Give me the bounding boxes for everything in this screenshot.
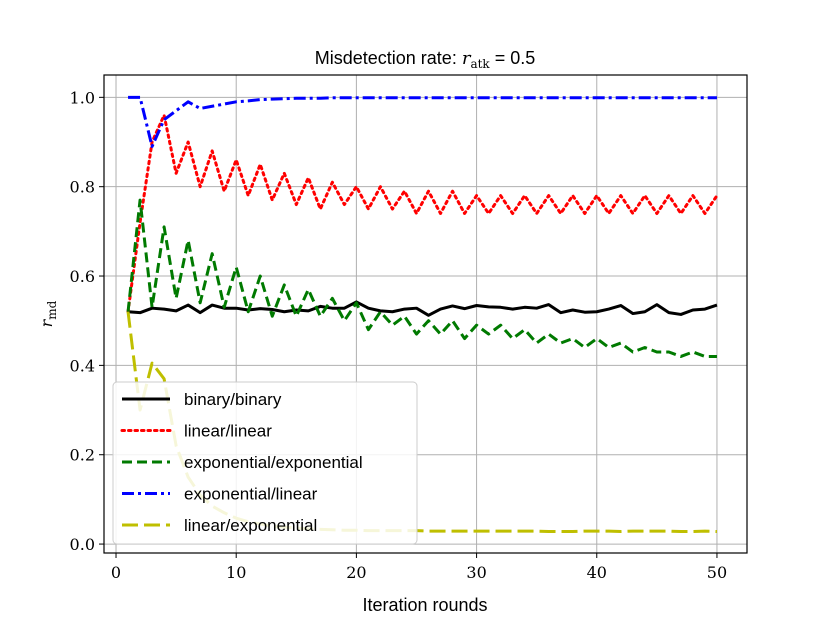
x-tick-label: 50 bbox=[707, 563, 727, 582]
y-tick-label: 1.0 bbox=[70, 88, 95, 107]
plot-frame bbox=[103, 74, 748, 554]
legend-label: linear/exponential bbox=[184, 516, 317, 535]
x-axis-label: Iteration rounds bbox=[362, 595, 487, 615]
y-tick-label: 0.4 bbox=[70, 356, 95, 375]
x-tick-label: 0 bbox=[111, 563, 121, 582]
series-line-exponential-linear bbox=[128, 95, 717, 148]
y-label-subscript: md bbox=[45, 300, 59, 319]
y-axis-label-text: rmd bbox=[37, 300, 59, 327]
legend-box bbox=[112, 381, 418, 545]
y-tick-label: 0.6 bbox=[70, 267, 95, 286]
x-tick-label: 40 bbox=[587, 563, 607, 582]
series-line-linear-linear bbox=[126, 113, 719, 314]
series-line-binary-binary bbox=[127, 300, 718, 317]
legend-label: linear/linear bbox=[184, 422, 272, 441]
series-line-exponential-exponential bbox=[126, 198, 717, 358]
x-tick-label: 30 bbox=[466, 563, 486, 582]
legend-label: binary/binary bbox=[184, 390, 282, 409]
title-suffix: = 0.5 bbox=[490, 48, 536, 68]
y-label-variable: r bbox=[37, 318, 56, 327]
legend-items: binary/binary linear/linear exponential/ex… bbox=[120, 390, 363, 535]
x-tick-label: 10 bbox=[226, 563, 246, 582]
y-tick-label: 0.2 bbox=[70, 446, 95, 465]
x-tick-label: 20 bbox=[346, 563, 366, 582]
y-axis-label: rmd bbox=[37, 300, 59, 327]
axis-ticks: 0 10 20 30 40 50 0.0 0.2 0.4 0.6 0.8 1.0 bbox=[70, 88, 728, 582]
y-tick-label: 0.0 bbox=[70, 535, 95, 554]
title-subscript: atk bbox=[470, 57, 490, 71]
chart-title: Misdetection rate: ratk = 0.5 bbox=[315, 48, 535, 71]
y-tick-label: 0.8 bbox=[70, 178, 95, 197]
legend-label: exponential/exponential bbox=[184, 453, 363, 472]
title-variable: r bbox=[462, 48, 472, 69]
title-prefix: Misdetection rate: bbox=[315, 48, 462, 68]
legend-label: exponential/linear bbox=[184, 485, 318, 504]
legend: binary/binary linear/linear exponential/ex… bbox=[112, 381, 418, 545]
